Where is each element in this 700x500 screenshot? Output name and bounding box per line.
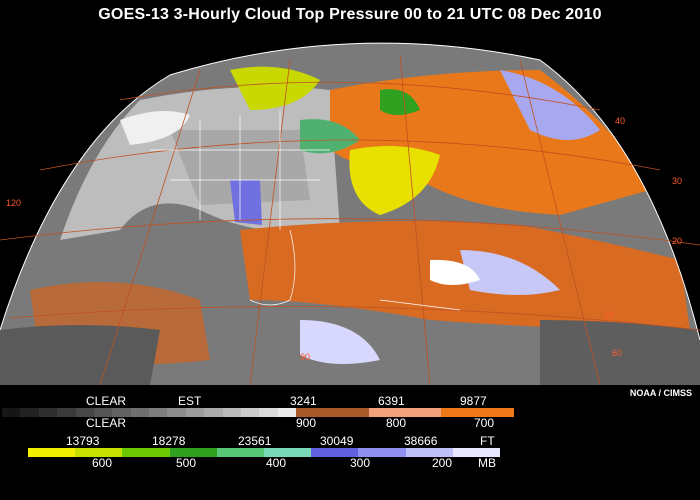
legend-label-300: 300 — [350, 456, 371, 470]
legend-label-mb: MB — [478, 456, 496, 470]
legend-color-swatch-0 — [28, 448, 76, 457]
legend-gray-swatch-9 — [167, 408, 186, 417]
lat-label-30: 30 — [672, 176, 682, 186]
legend-gray-swatch-6 — [112, 408, 131, 417]
legend-color-swatch-8 — [405, 448, 453, 457]
legend-label-200: 200 — [432, 456, 453, 470]
legend-label-400: 400 — [266, 456, 287, 470]
legend-gray-swatch-3 — [57, 408, 76, 417]
lat-label-40: 40 — [615, 116, 625, 126]
globe-limb — [0, 42, 700, 341]
legend-label-23561: 23561 — [238, 434, 272, 448]
page-title: GOES-13 3-Hourly Cloud Top Pressure 00 t… — [98, 6, 602, 23]
legend-label-9877: 9877 — [460, 394, 487, 408]
legend-label-clear-bottom: CLEAR — [86, 416, 127, 430]
latlon-labels: 40 30 20 120 90 60 10 — [6, 116, 682, 362]
credit-label: NOAA / CIMSS — [629, 388, 692, 398]
legend-color-swatch-1 — [75, 448, 123, 457]
lon-label-60: 60 — [612, 348, 622, 358]
legend-label-clear-top: CLEAR — [86, 394, 127, 408]
legend-color-swatch-2 — [122, 448, 170, 457]
legend-gray-swatch-1 — [20, 408, 39, 417]
legend-gray-swatch-13 — [240, 408, 260, 417]
legend-gray-swatch-7 — [130, 408, 149, 417]
legend-bar-gray — [2, 408, 296, 417]
legend-label-700: 700 — [474, 416, 495, 430]
legend-gray-swatch-5 — [93, 408, 113, 417]
legend-gray-swatch-10 — [185, 408, 205, 417]
legend-label-est: EST — [178, 394, 202, 408]
legend-label-13793: 13793 — [66, 434, 100, 448]
lon-label-90: 90 — [300, 352, 310, 362]
legend-label-38666: 38666 — [404, 434, 438, 448]
lon-label-120: 120 — [6, 198, 21, 208]
legend-color-swatch-3 — [169, 448, 217, 457]
legend-gray-swatch-8 — [149, 408, 168, 417]
legend-label-6391: 6391 — [378, 394, 405, 408]
lat-label-20: 20 — [672, 236, 682, 246]
legend-warm-swatch-2 — [441, 408, 514, 417]
legend-bar-gray-warm — [2, 408, 514, 417]
legend-label-900: 900 — [296, 416, 317, 430]
legend-color-swatch-5 — [264, 448, 312, 457]
satellite-imagery — [0, 43, 700, 385]
legend-gray-swatch-4 — [75, 408, 94, 417]
cloud-top-pressure-map: 40 30 20 120 90 60 10 — [0, 42, 700, 386]
legend-label-ft: FT — [480, 434, 495, 448]
legend-color-swatch-4 — [216, 448, 265, 457]
legend-color-swatch-6 — [311, 448, 359, 457]
lat-label-10: 10 — [604, 310, 614, 320]
legend-gray-swatch-2 — [38, 408, 58, 417]
color-legend: CLEAR EST 3241 6391 9877 CLEAR 900 800 7… — [0, 386, 520, 500]
legend-gray-swatch-15 — [277, 408, 296, 417]
legend-color-swatch-9 — [452, 448, 501, 457]
legend-gray-swatch-0 — [2, 408, 21, 417]
latlon-grid — [0, 54, 700, 386]
legend-warm-swatch-0 — [295, 408, 369, 417]
legend-bar-warm — [295, 408, 514, 417]
legend-label-500: 500 — [176, 456, 197, 470]
legend-label-3241: 3241 — [290, 394, 317, 408]
legend-label-600: 600 — [92, 456, 113, 470]
political-boundaries — [150, 110, 461, 311]
legend-gray-swatch-11 — [204, 408, 223, 417]
legend-gray-swatch-12 — [222, 408, 241, 417]
legend-warm-swatch-1 — [368, 408, 442, 417]
legend-color-swatch-7 — [358, 448, 406, 457]
legend-label-18278: 18278 — [152, 434, 186, 448]
legend-bar-colors — [28, 448, 501, 457]
legend-label-30049: 30049 — [320, 434, 354, 448]
legend-label-800: 800 — [386, 416, 407, 430]
legend-gray-swatch-14 — [259, 408, 278, 417]
